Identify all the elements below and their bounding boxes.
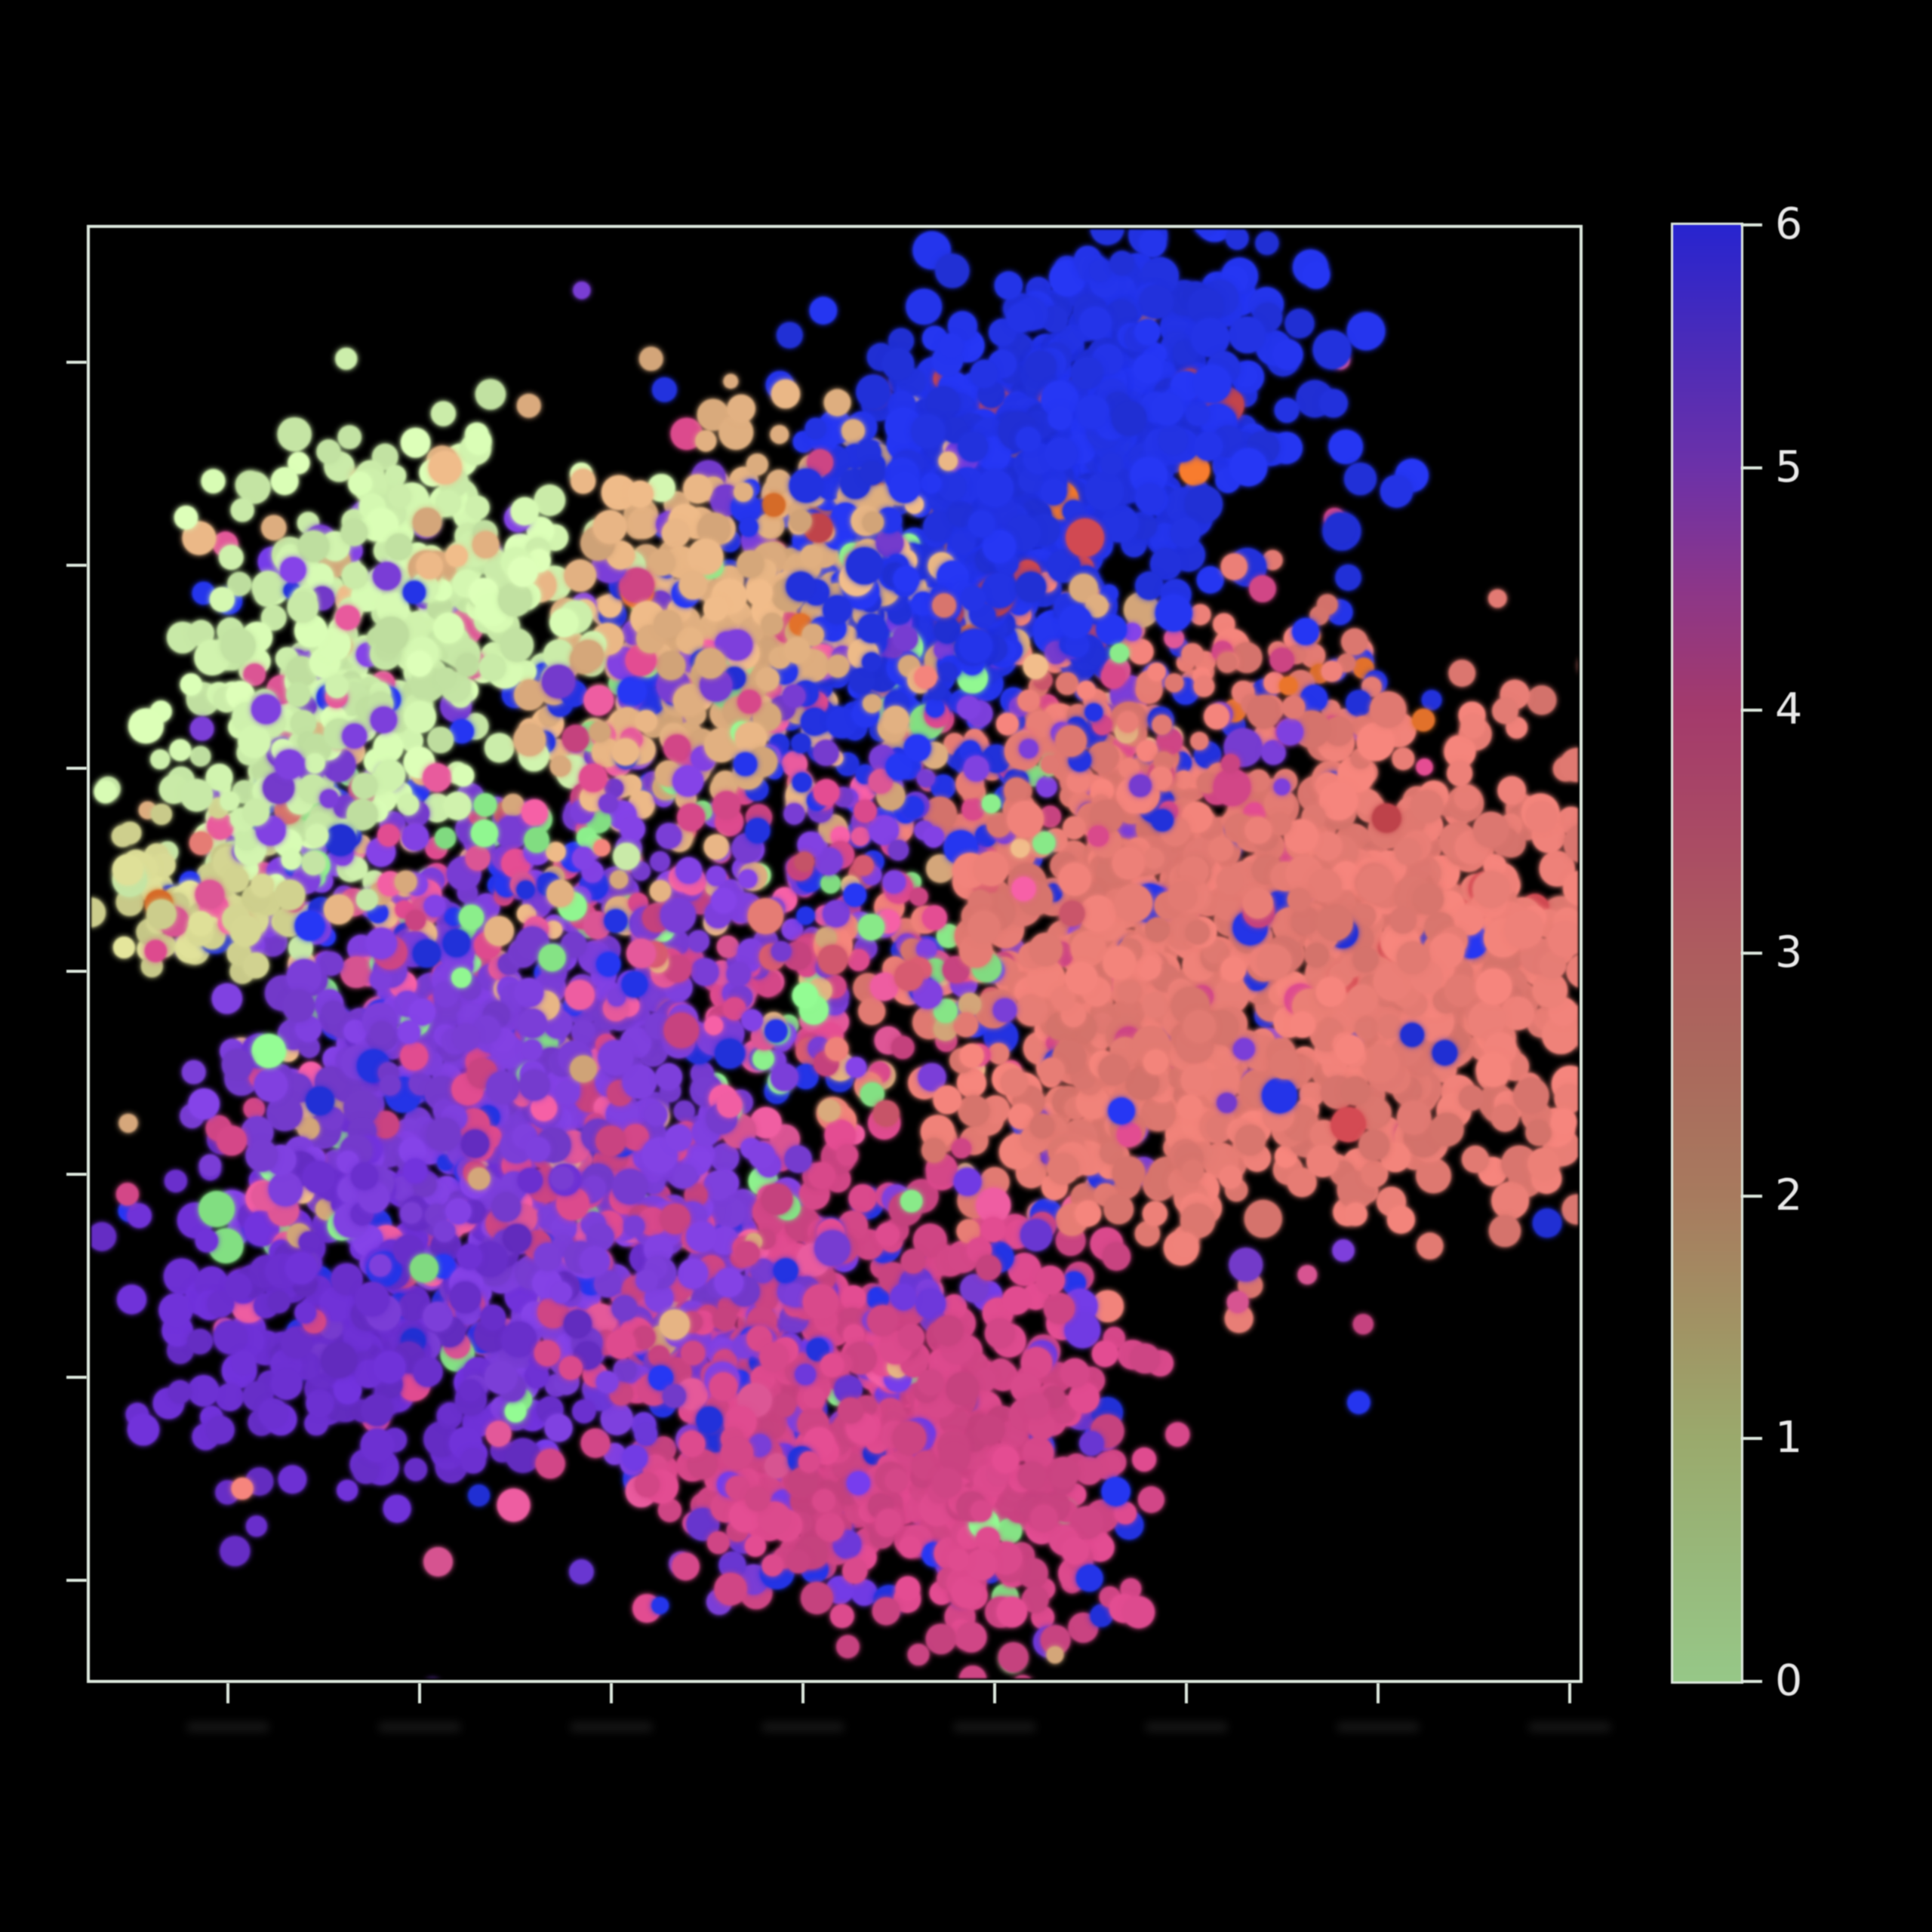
colorbar-tick xyxy=(1741,952,1762,955)
x-tick-label-smudge xyxy=(1528,1722,1611,1732)
y-axis-tick xyxy=(66,564,87,567)
colorbar-tick xyxy=(1741,223,1762,226)
colorbar-tick xyxy=(1741,466,1762,469)
y-axis-tick xyxy=(66,1579,87,1582)
colorbar-tick xyxy=(1741,1680,1762,1683)
colorbar-tick xyxy=(1741,1194,1762,1198)
y-axis-tick xyxy=(66,767,87,770)
x-axis-tick xyxy=(226,1683,229,1703)
x-axis-tick xyxy=(1185,1683,1188,1703)
x-axis-tick xyxy=(418,1683,421,1703)
y-axis-tick xyxy=(66,1376,87,1379)
y-axis-tick xyxy=(66,361,87,364)
colorbar-tick-label: 0 xyxy=(1775,1656,1803,1706)
x-axis-tick xyxy=(801,1683,804,1703)
x-tick-label-smudge xyxy=(1337,1722,1420,1732)
x-tick-label-smudge xyxy=(953,1722,1036,1732)
y-axis-tick xyxy=(66,1173,87,1176)
colorbar-tick xyxy=(1741,709,1762,712)
colorbar-tick-label: 2 xyxy=(1775,1170,1803,1220)
colorbar-tick xyxy=(1741,1437,1762,1441)
colorbar-tick-label: 1 xyxy=(1775,1413,1803,1463)
colorbar-tick-label: 3 xyxy=(1775,928,1803,977)
x-axis-tick xyxy=(1377,1683,1380,1703)
colorbar-tick-label: 4 xyxy=(1775,685,1803,735)
colorbar-tick-label: 6 xyxy=(1775,199,1803,249)
colorbar-gradient xyxy=(1671,223,1743,1684)
x-tick-label-smudge xyxy=(378,1722,461,1732)
x-tick-label-smudge xyxy=(1145,1722,1228,1732)
colorbar-tick-label: 5 xyxy=(1775,441,1803,492)
plot-frame xyxy=(87,225,1583,1683)
y-axis-tick xyxy=(66,970,87,973)
x-axis-tick xyxy=(610,1683,613,1703)
x-tick-label-smudge xyxy=(186,1722,269,1732)
x-tick-label-smudge xyxy=(570,1722,653,1732)
x-axis-tick xyxy=(1568,1683,1571,1703)
x-tick-label-smudge xyxy=(761,1722,844,1732)
x-axis-tick xyxy=(993,1683,996,1703)
